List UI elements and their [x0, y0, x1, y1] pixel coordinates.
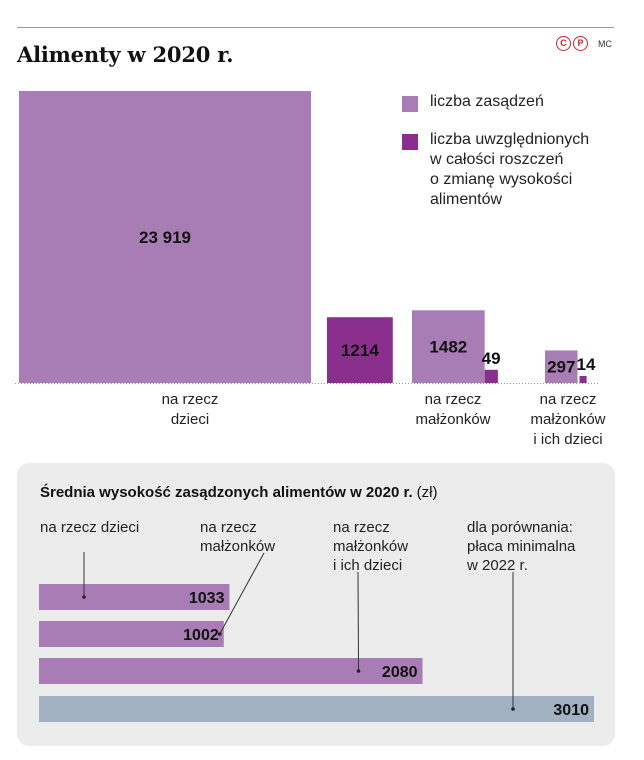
data-label: 1482	[429, 338, 467, 357]
hbar-value: 2080	[382, 664, 418, 681]
data-label: 297	[547, 358, 575, 377]
data-label: 1214	[341, 341, 379, 360]
data-label: 49	[482, 349, 501, 368]
hbar-label-children: na rzecz dzieci	[40, 519, 140, 536]
data-label: 14	[577, 355, 596, 374]
chart-title: Alimenty w 2020 r.	[17, 42, 234, 67]
category-label-spouses-children: na rzecz małżonków i ich dzieci	[530, 391, 606, 448]
hbar-value: 1033	[189, 590, 225, 607]
legend-swatch-light	[402, 96, 418, 112]
legend: liczba zasądzeń liczba uwzględnionych w …	[402, 92, 620, 210]
copyright-marks: C P	[556, 36, 588, 51]
hbar	[39, 584, 230, 610]
bar-claims	[579, 375, 587, 383]
copyright-icon: C	[556, 36, 571, 51]
leader-dot	[82, 595, 86, 599]
bar-judgments	[19, 91, 311, 383]
bar-claims	[484, 369, 498, 383]
top-rule	[17, 27, 614, 28]
bar-claims	[327, 317, 393, 383]
leader-dot	[511, 707, 515, 711]
counts-chart: 23 919 1214 1482 49 297 14	[15, 91, 600, 384]
legend-item-claims: liczba uwzględnionych w całości roszczeń…	[402, 130, 620, 210]
hbar-label-spouses: na rzecz małżonków	[200, 519, 276, 555]
category-label-children: na rzecz dzieci	[161, 391, 219, 428]
leader-dot	[217, 632, 222, 636]
author-initials: MC	[598, 39, 612, 49]
leader-dot	[356, 669, 361, 673]
phonogram-icon: P	[573, 36, 588, 51]
panel-title: Średnia wysokość zasądzonych alimentów w…	[40, 484, 438, 501]
category-label-spouses: na rzecz małżonków	[415, 391, 491, 428]
leader-line	[219, 552, 265, 635]
hbar	[39, 696, 594, 722]
leader-line	[357, 571, 360, 672]
hbar-value: 1002	[183, 627, 219, 644]
panel-unit: (zł)	[416, 484, 438, 501]
bar-judgments	[545, 350, 578, 383]
hbar-label-minimum-wage: dla porównania: płaca minimalna w 2022 r…	[467, 519, 576, 574]
legend-swatch-dark	[402, 134, 418, 150]
legend-item-judgments: liczba zasądzeń	[402, 92, 620, 112]
legend-label: liczba uwzględnionych w całości roszczeń…	[430, 131, 590, 208]
bar-judgments	[412, 310, 485, 383]
hbar	[39, 621, 224, 647]
data-label: 23 919	[139, 228, 191, 247]
hbar	[39, 658, 423, 684]
hbar-value: 3010	[553, 702, 589, 719]
legend-label: liczba zasądzeń	[430, 93, 544, 110]
hbar-label-spouses-children: na rzecz małżonków i ich dzieci	[333, 519, 409, 574]
